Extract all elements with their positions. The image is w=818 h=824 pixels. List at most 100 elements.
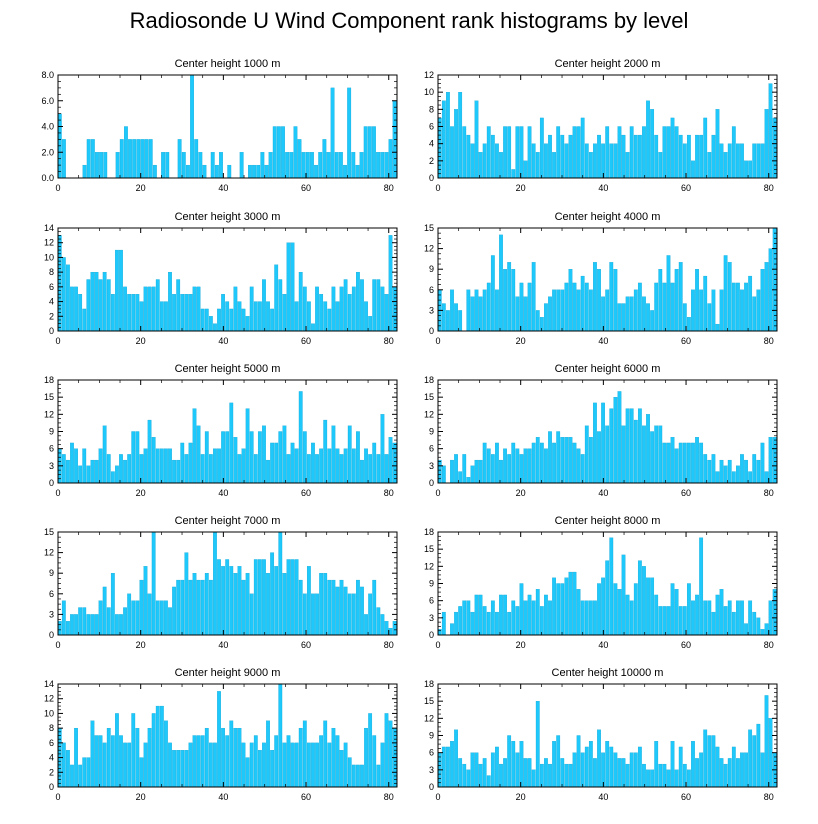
histogram-bar: [474, 752, 479, 788]
histogram-bar: [115, 614, 119, 636]
histogram-bar: [192, 735, 197, 788]
histogram-bar: [617, 303, 622, 332]
histogram-bar: [686, 583, 691, 636]
histogram-bar: [682, 442, 687, 484]
histogram-bar: [523, 448, 528, 484]
histogram-bar: [347, 294, 352, 332]
histogram-bar: [102, 586, 107, 636]
histogram-bar: [200, 308, 205, 332]
histogram-bar: [360, 459, 364, 484]
histogram-bar: [588, 741, 593, 788]
histogram-bar: [184, 454, 189, 484]
histogram-bar: [748, 160, 753, 179]
histogram-bar: [384, 454, 389, 484]
y-tick-label: 6: [49, 589, 54, 599]
histogram-bar: [625, 296, 630, 332]
histogram-bar: [368, 316, 373, 332]
histogram-bar: [535, 701, 540, 788]
histogram-bar: [384, 294, 389, 332]
histogram-bar: [760, 752, 765, 788]
histogram-bar: [515, 448, 520, 484]
histogram-bar: [474, 100, 479, 179]
x-tick-label: 20: [516, 488, 526, 498]
histogram-bar: [221, 294, 225, 332]
y-tick-label: 9: [429, 731, 434, 741]
histogram-bar: [110, 573, 115, 636]
histogram-bar: [264, 164, 269, 179]
histogram-bar: [495, 289, 499, 332]
histogram-bar: [499, 594, 503, 636]
histogram-bar: [233, 573, 238, 636]
histogram-bar: [572, 752, 577, 788]
histogram-bar: [208, 454, 213, 484]
histogram-bar: [446, 746, 450, 788]
x-tick-label: 40: [598, 640, 608, 650]
histogram-bar: [752, 143, 757, 179]
histogram-bar: [367, 126, 372, 179]
histogram-bar: [143, 286, 148, 332]
histogram-bar: [241, 448, 246, 484]
histogram-bar: [190, 74, 194, 179]
histogram-bar: [617, 758, 622, 788]
histogram-bar: [744, 160, 748, 179]
histogram-bar: [74, 286, 78, 332]
histogram-bar: [719, 459, 724, 484]
histogram-bar: [474, 594, 479, 636]
histogram-bar: [527, 282, 532, 332]
histogram-bar: [678, 442, 683, 484]
histogram-bar: [311, 442, 315, 484]
histogram-bar: [605, 560, 610, 636]
histogram-bar: [650, 769, 655, 788]
x-tick-label: 40: [218, 336, 228, 346]
histogram-bar: [177, 139, 182, 179]
histogram-bar: [629, 408, 634, 484]
histogram-bar: [286, 559, 291, 636]
y-tick-label: 14: [44, 679, 54, 689]
x-tick-label: 0: [55, 336, 60, 346]
histogram-bar: [132, 139, 137, 179]
histogram-bar: [760, 442, 765, 484]
histogram-bar: [180, 294, 185, 332]
histogram-bar: [588, 152, 593, 179]
histogram-bar: [323, 720, 328, 788]
histogram-bar: [486, 282, 491, 332]
histogram-bar: [642, 763, 646, 788]
histogram-bar: [588, 600, 593, 636]
histogram-bar: [335, 448, 340, 484]
histogram-bar: [695, 269, 699, 332]
histogram-bar: [552, 152, 556, 179]
histogram-bar: [490, 752, 495, 788]
histogram-bar: [564, 577, 569, 636]
histogram-bar: [703, 600, 708, 636]
histogram-bar: [731, 126, 736, 179]
histogram-bar: [756, 459, 761, 484]
histogram-bar: [127, 454, 132, 484]
histogram-bar: [654, 134, 659, 179]
histogram-bar: [446, 310, 450, 332]
histogram-bar: [124, 126, 128, 179]
histogram-bar: [462, 600, 467, 636]
histogram-bar: [544, 143, 548, 179]
histogram-bar: [94, 614, 99, 636]
histogram-bar: [102, 425, 107, 484]
histogram-bar: [691, 600, 695, 636]
histogram-bar: [478, 296, 483, 332]
histogram-bar: [351, 286, 356, 332]
histogram-bar: [523, 600, 528, 636]
histogram-bar: [380, 414, 385, 484]
histogram-bar: [200, 579, 205, 636]
histogram-bar: [474, 289, 479, 332]
panel-8: Center height 8000 m 0 3 6 9 12 15 18 0 20 40 60 80: [424, 515, 778, 650]
histogram-bar: [237, 454, 242, 484]
histogram-bar: [282, 425, 287, 484]
histogram-bar: [621, 134, 626, 179]
histogram-bar: [535, 310, 540, 332]
histogram-bar: [511, 169, 516, 179]
histogram-bar: [331, 286, 336, 332]
histogram-bar: [642, 296, 646, 332]
histogram-bar: [181, 152, 186, 179]
histogram-bar: [221, 431, 225, 484]
histogram-bar: [356, 431, 360, 484]
histogram-bar: [372, 442, 377, 484]
x-tick-label: 0: [55, 640, 60, 650]
